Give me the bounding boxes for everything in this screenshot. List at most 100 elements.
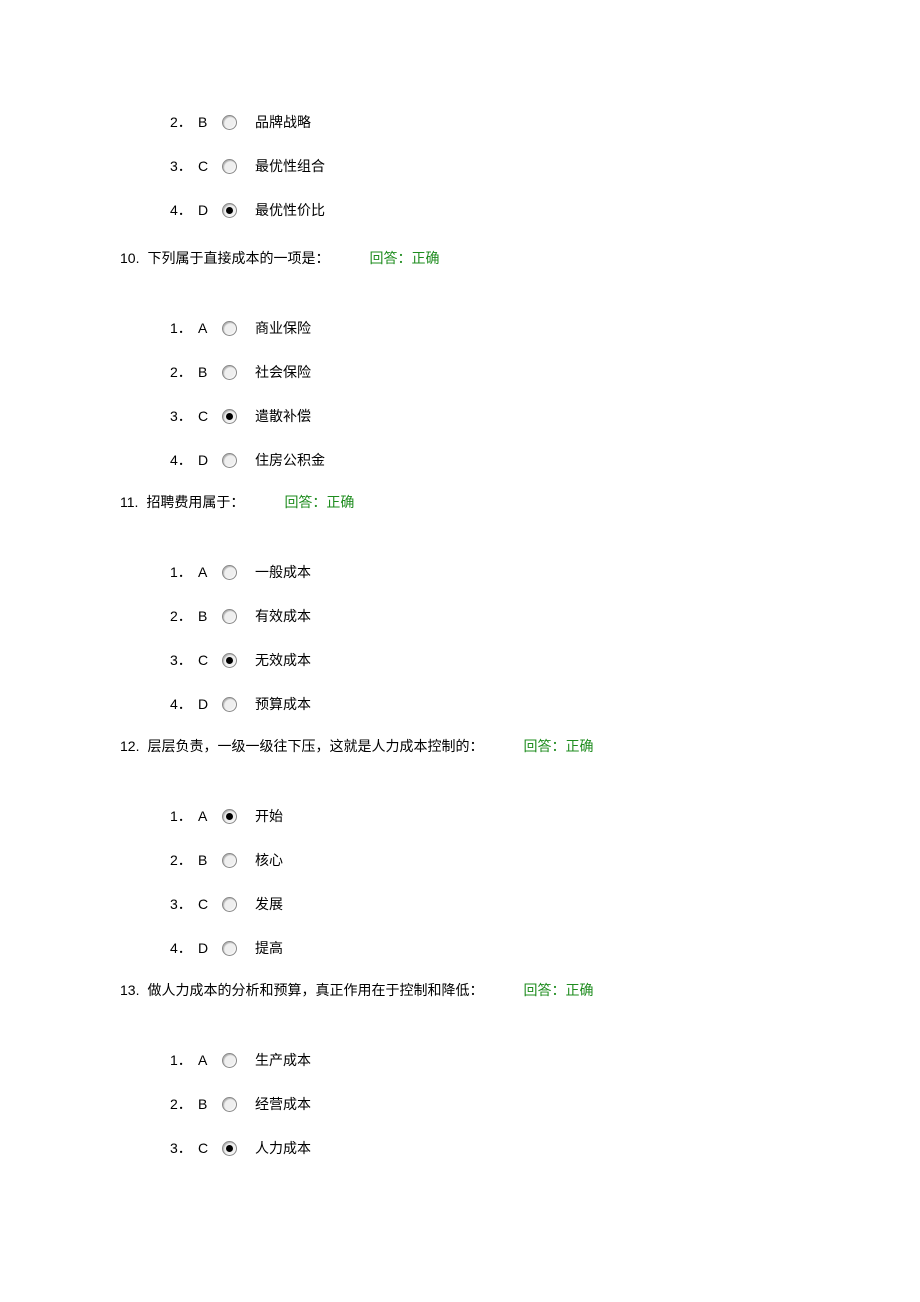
option-letter: C <box>198 1140 222 1156</box>
option-text: 商业保险 <box>255 318 311 338</box>
option-number: 4． <box>170 450 198 470</box>
question-number: 10. <box>120 250 139 266</box>
question-block: 10.下列属于直接成本的一项是：回答：正确1．A商业保险2．B社会保险3．C遣散… <box>120 242 800 482</box>
radio-button[interactable] <box>222 409 237 424</box>
question-text: 招聘费用属于： <box>146 492 244 512</box>
radio-button[interactable] <box>222 853 237 868</box>
answer-feedback: 回答：正确 <box>369 248 439 268</box>
radio-button[interactable] <box>222 1053 237 1068</box>
option-number: 1． <box>170 318 198 338</box>
question-header: 13.做人力成本的分析和预算，真正作用在于控制和降低：回答：正确 <box>120 974 800 1010</box>
option-row: 2．B 社会保险 <box>120 350 800 394</box>
radio-button[interactable] <box>222 609 237 624</box>
radio-button[interactable] <box>222 203 237 218</box>
answer-feedback: 回答：正确 <box>284 492 354 512</box>
answer-feedback: 回答：正确 <box>523 736 593 756</box>
option-text: 核心 <box>255 850 283 870</box>
option-letter: C <box>198 408 222 424</box>
radio-button[interactable] <box>222 1141 237 1156</box>
option-text: 品牌战略 <box>255 112 311 132</box>
question-header: 12.层层负责，一级一级往下压，这就是人力成本控制的：回答：正确 <box>120 730 800 766</box>
option-text: 住房公积金 <box>255 450 325 470</box>
option-text: 经营成本 <box>255 1094 311 1114</box>
option-row: 4．D提高 <box>120 926 800 970</box>
questions-container: 10.下列属于直接成本的一项是：回答：正确1．A商业保险2．B社会保险3．C遣散… <box>120 242 800 1170</box>
option-text: 有效成本 <box>255 606 311 626</box>
option-number: 2． <box>170 112 198 132</box>
question-text: 层层负责，一级一级往下压，这就是人力成本控制的： <box>147 736 483 756</box>
options-list: 1．A商业保险2．B社会保险3．C遣散补偿4．D住房公积金 <box>120 278 800 482</box>
partial-question-options: 2．B 品牌战略 3．C 最优性组合 4．D最优性价比 <box>120 100 800 232</box>
option-text: 社会保险 <box>255 362 311 382</box>
option-row: 2．B核心 <box>120 838 800 882</box>
option-number: 3． <box>170 1138 198 1158</box>
option-row: 4．D 住房公积金 <box>120 438 800 482</box>
option-number: 2． <box>170 850 198 870</box>
option-text: 发展 <box>255 894 283 914</box>
option-number: 3． <box>170 156 198 176</box>
radio-button[interactable] <box>222 321 237 336</box>
option-row: 2．B 经营成本 <box>120 1082 800 1126</box>
option-text: 无效成本 <box>255 650 311 670</box>
option-row: 3．C 人力成本 <box>120 1126 800 1170</box>
radio-button[interactable] <box>222 653 237 668</box>
options-list: 1．A一般成本2．B有效成本3．C无效成本4．D预算成本 <box>120 522 800 726</box>
option-number: 3． <box>170 894 198 914</box>
option-text: 人力成本 <box>255 1138 311 1158</box>
option-number: 4． <box>170 200 198 220</box>
option-row: 2．B 品牌战略 <box>120 100 800 144</box>
question-block: 13.做人力成本的分析和预算，真正作用在于控制和降低：回答：正确1．A生产成本2… <box>120 974 800 1170</box>
option-row: 4．D最优性价比 <box>120 188 800 232</box>
options-list: 1．A开始2．B核心3．C发展4．D提高 <box>120 766 800 970</box>
option-letter: B <box>198 114 222 130</box>
option-text: 最优性组合 <box>255 156 325 176</box>
radio-button[interactable] <box>222 941 237 956</box>
option-row: 1．A 开始 <box>120 794 800 838</box>
option-letter: C <box>198 652 222 668</box>
radio-button[interactable] <box>222 697 237 712</box>
option-number: 2． <box>170 1094 198 1114</box>
option-row: 3．C遣散补偿 <box>120 394 800 438</box>
radio-button[interactable] <box>222 809 237 824</box>
option-number: 3． <box>170 650 198 670</box>
option-text: 一般成本 <box>255 562 311 582</box>
option-number: 1． <box>170 806 198 826</box>
option-letter: B <box>198 608 222 624</box>
option-letter: A <box>198 1052 222 1068</box>
options-list: 1．A 生产成本 2．B 经营成本 3．C 人力成本 <box>120 1010 800 1170</box>
option-row: 3．C 无效成本 <box>120 638 800 682</box>
option-letter: A <box>198 320 222 336</box>
quiz-page: 2．B品牌战略3．C最优性组合4．D最优性价比 10.下列属于直接成本的一项是：… <box>0 0 920 1234</box>
question-number: 13. <box>120 982 139 998</box>
radio-button[interactable] <box>222 453 237 468</box>
radio-button[interactable] <box>222 897 237 912</box>
option-text: 遣散补偿 <box>255 406 311 426</box>
option-number: 4． <box>170 694 198 714</box>
radio-button[interactable] <box>222 115 237 130</box>
question-header: 11.招聘费用属于：回答：正确 <box>120 486 800 522</box>
option-number: 2． <box>170 606 198 626</box>
question-block: 11.招聘费用属于：回答：正确1．A一般成本2．B有效成本3．C无效成本4．D预… <box>120 486 800 726</box>
radio-button[interactable] <box>222 565 237 580</box>
option-text: 开始 <box>255 806 283 826</box>
option-letter: B <box>198 364 222 380</box>
option-row: 1．A 生产成本 <box>120 1038 800 1082</box>
question-text: 做人力成本的分析和预算，真正作用在于控制和降低： <box>147 980 483 1000</box>
radio-button[interactable] <box>222 159 237 174</box>
radio-button[interactable] <box>222 365 237 380</box>
option-letter: C <box>198 158 222 174</box>
option-text: 生产成本 <box>255 1050 311 1070</box>
option-letter: A <box>198 808 222 824</box>
option-letter: B <box>198 1096 222 1112</box>
option-row: 2．B 有效成本 <box>120 594 800 638</box>
option-text: 提高 <box>255 938 283 958</box>
option-letter: D <box>198 452 222 468</box>
question-block: 12.层层负责，一级一级往下压，这就是人力成本控制的：回答：正确1．A开始2．B… <box>120 730 800 970</box>
option-letter: D <box>198 696 222 712</box>
question-header: 10.下列属于直接成本的一项是：回答：正确 <box>120 242 800 278</box>
radio-button[interactable] <box>222 1097 237 1112</box>
option-row: 1．A 商业保险 <box>120 306 800 350</box>
option-number: 4． <box>170 938 198 958</box>
option-number: 1． <box>170 1050 198 1070</box>
option-number: 2． <box>170 362 198 382</box>
